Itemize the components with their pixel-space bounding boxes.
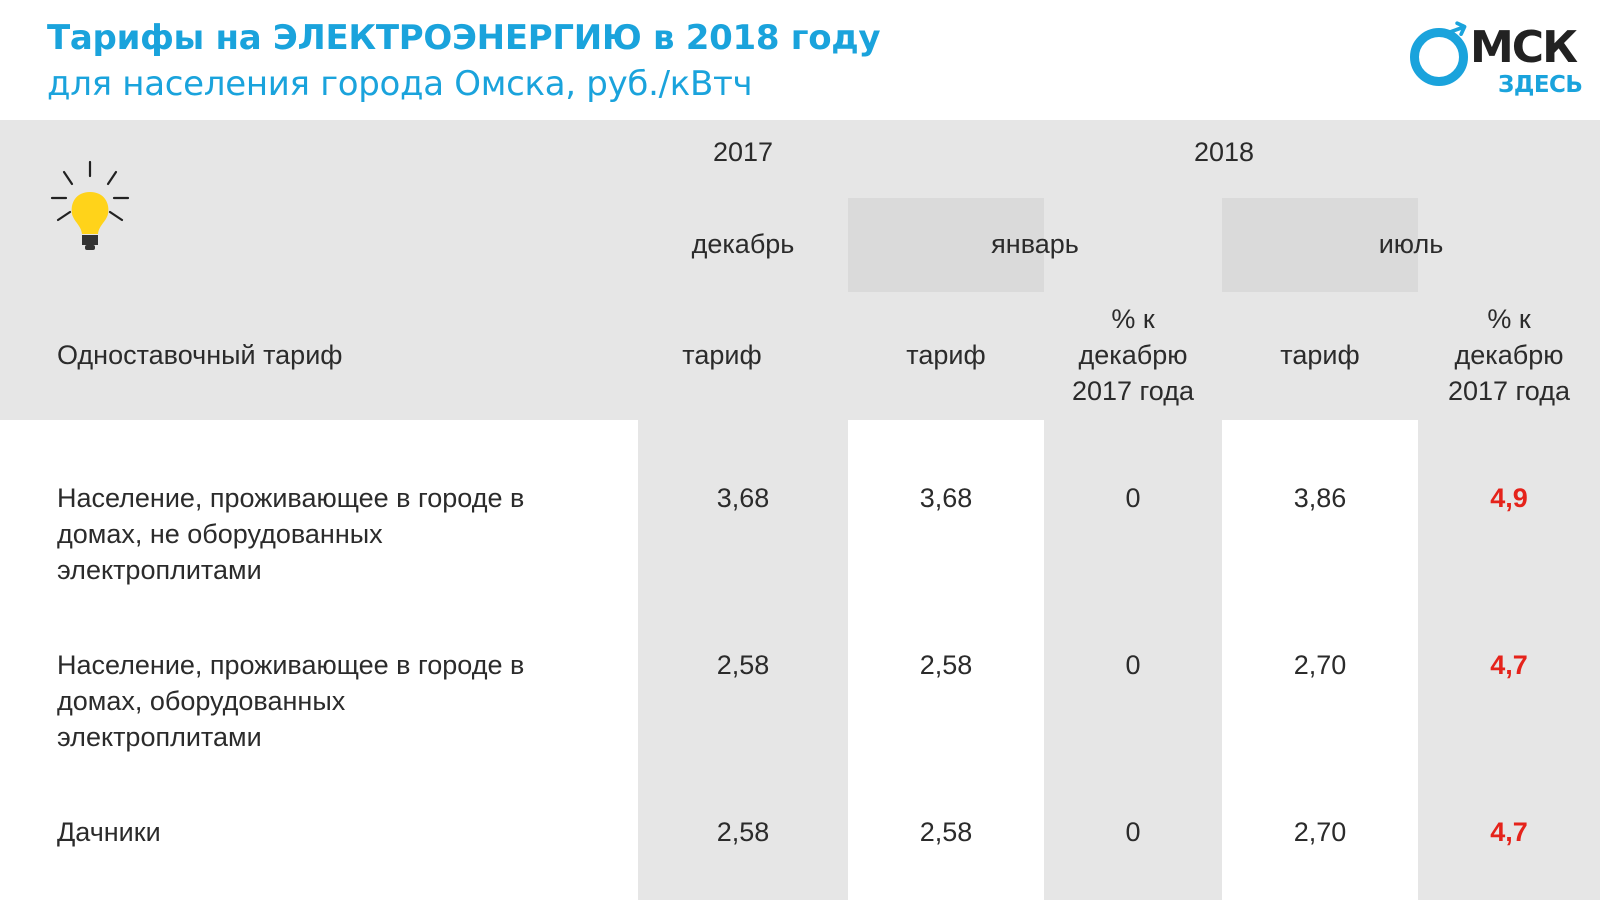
header-year-2018: 2018 xyxy=(1193,137,1255,167)
table-cell-jan-pct: 0 xyxy=(1125,817,1141,847)
table-row-label: Дачники xyxy=(57,817,161,847)
header-jul-tariff: тариф xyxy=(1280,340,1360,370)
table-row-label: Население, проживающее в городе в домах,… xyxy=(57,483,525,585)
table-cell-jan: 3,68 xyxy=(919,483,973,513)
header-jul-pct: % к декабрю 2017 года xyxy=(1447,304,1570,406)
header-jan-pct: % к декабрю 2017 года xyxy=(1071,304,1194,406)
table-cell-dec: 3,68 xyxy=(716,483,770,513)
table-cell-dec: 2,58 xyxy=(716,650,770,680)
header-dec-tariff: тариф xyxy=(682,340,762,370)
header-year-2017: 2017 xyxy=(712,137,774,167)
table-cell-dec: 2,58 xyxy=(716,817,770,847)
table-cell-jan-pct: 0 xyxy=(1125,650,1141,680)
header-jan-tariff: тариф xyxy=(906,340,986,370)
column-december-background xyxy=(638,120,848,900)
table-cell-jul: 2,70 xyxy=(1293,817,1347,847)
table-cell-jul: 3,86 xyxy=(1293,483,1347,513)
omsk-logo: ➜ МСК ЗДЕСЬ xyxy=(1408,8,1593,108)
header-month-july: июль xyxy=(1378,229,1444,259)
logo-main-text: МСК xyxy=(1470,22,1578,73)
page-subtitle: для населения города Омска, руб./кВтч xyxy=(47,64,753,104)
column-jul-pct-background xyxy=(1418,120,1600,900)
light-bulb-icon xyxy=(50,160,130,250)
page-title: Тарифы на ЭЛЕКТРОЭНЕРГИЮ в 2018 году xyxy=(47,18,881,58)
header-month-january: январь xyxy=(991,229,1079,259)
table-cell-jan: 2,58 xyxy=(919,650,973,680)
table-cell-jan: 2,58 xyxy=(919,817,973,847)
logo-ring-icon xyxy=(1410,28,1468,86)
table-cell-jul-pct: 4,7 xyxy=(1490,650,1528,680)
column-jan-pct-background xyxy=(1044,120,1222,900)
header-month-december: декабрь xyxy=(691,229,795,259)
table-cell-jul-pct: 4,9 xyxy=(1490,483,1528,513)
table-row-label: Население, проживающее в городе в домах,… xyxy=(57,650,525,752)
logo-sub-text: ЗДЕСЬ xyxy=(1498,72,1583,98)
table-cell-jan-pct: 0 xyxy=(1125,483,1141,513)
table-cell-jul-pct: 4,7 xyxy=(1490,817,1528,847)
row-header-label: Одноставочный тариф xyxy=(57,340,343,370)
table-cell-jul: 2,70 xyxy=(1293,650,1347,680)
